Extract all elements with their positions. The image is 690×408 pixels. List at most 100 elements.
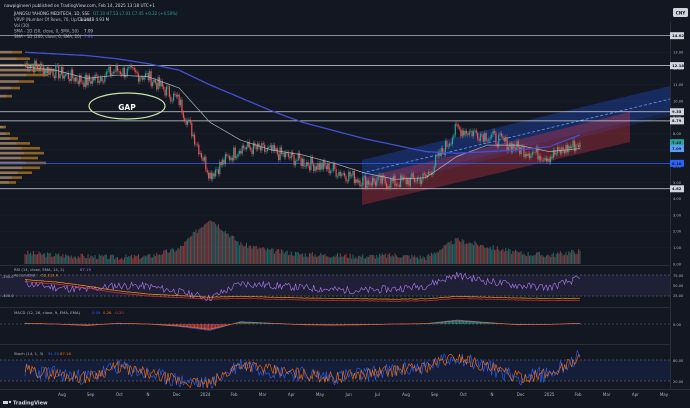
time-axis[interactable]: Aug Sep Oct N Dec 2024 Feb Mar Apr May Jun Jul Aug Se… xyxy=(58,392,669,397)
candle-body xyxy=(366,180,368,188)
candle-body xyxy=(460,128,462,137)
ohlc-values: O7.10 H7.53 L7.01 C7.45 +0.32 (+4.50%) xyxy=(93,11,178,16)
candle-body xyxy=(429,171,431,173)
time-tick-label: Feb xyxy=(574,392,582,397)
candle-body xyxy=(457,124,459,128)
macd-hist-bar xyxy=(175,324,177,327)
volume-bar xyxy=(90,255,92,264)
volume-bar xyxy=(502,248,504,264)
volume-bar xyxy=(116,257,119,264)
price-badge-label: 6.18 xyxy=(672,161,682,166)
volume-bar xyxy=(558,253,560,264)
candle-body xyxy=(174,93,176,95)
volume-bar xyxy=(475,242,477,264)
candle-body xyxy=(422,173,424,180)
volume-bar xyxy=(297,252,299,264)
volume-bar xyxy=(460,242,462,264)
candle-body xyxy=(287,152,290,157)
volume-bar xyxy=(370,254,372,264)
volume-bar xyxy=(93,257,95,264)
volume-bar xyxy=(35,254,37,264)
currency-badge[interactable] xyxy=(673,8,688,17)
candle-body xyxy=(463,130,465,136)
volume-bar xyxy=(285,251,287,264)
macd-hist-bar xyxy=(198,324,200,330)
volume-bar xyxy=(30,252,32,264)
volume-bar xyxy=(296,252,298,264)
volume-bar xyxy=(339,253,341,264)
candle-body xyxy=(119,71,121,75)
candle-body xyxy=(313,163,315,172)
candle-body xyxy=(157,77,159,90)
candle-body xyxy=(290,152,292,159)
candle-body xyxy=(527,153,529,157)
macd-hist-bar xyxy=(74,324,76,325)
candle-body xyxy=(181,99,183,113)
candle-body xyxy=(193,134,196,145)
candle-body xyxy=(572,140,574,148)
sma50-line xyxy=(24,66,581,180)
volume-bar xyxy=(514,249,517,264)
macd-hist-bar xyxy=(495,323,497,324)
volume-bar xyxy=(276,249,278,264)
volume-bar xyxy=(73,256,75,264)
macd-hist-bar xyxy=(87,324,89,326)
volume-bar xyxy=(428,253,430,264)
macd-hist-bar xyxy=(213,324,215,330)
candle-body xyxy=(244,148,246,150)
macd-hist-bar xyxy=(494,323,496,324)
candle-body xyxy=(314,166,316,172)
candle-body xyxy=(465,130,468,134)
volume-profile-bar-up xyxy=(0,176,22,179)
candle-body xyxy=(474,130,476,132)
macd-hist-bar xyxy=(170,324,172,327)
candle-body xyxy=(250,147,252,150)
macd-hist-bar xyxy=(227,324,229,326)
volume-profile-bar-up xyxy=(0,73,48,77)
candle-body xyxy=(392,175,395,182)
tradingview-logo[interactable]: TradingView xyxy=(3,401,48,407)
accum-dist-label: Accum/Dist xyxy=(14,273,36,278)
sma50-value: 7.09 xyxy=(84,29,93,34)
candle-body xyxy=(219,161,221,175)
candle-body xyxy=(408,179,410,186)
volume-bar xyxy=(404,255,406,264)
volume-bar xyxy=(369,254,371,264)
volume-bar xyxy=(481,244,483,264)
candle-body xyxy=(200,153,203,159)
volume-bar xyxy=(537,252,539,264)
candle-body xyxy=(189,119,191,123)
macd-hist-bar xyxy=(348,324,350,325)
candle-body xyxy=(563,150,566,154)
time-tick-label: Apr xyxy=(288,392,295,397)
time-tick-label: Apr xyxy=(632,392,639,397)
volume-bar xyxy=(258,247,260,264)
candle-body xyxy=(51,69,53,71)
volume-bar xyxy=(528,255,531,264)
volume-bar xyxy=(115,257,117,264)
volume-bar xyxy=(88,258,91,264)
candle-body xyxy=(331,170,333,172)
candle-body xyxy=(56,65,58,66)
candle-body xyxy=(46,67,49,74)
volume-bar xyxy=(244,245,246,264)
price-tick-label: 5.00 xyxy=(673,181,682,185)
candle-body xyxy=(137,73,140,82)
volume-bar xyxy=(552,252,554,264)
candle-body xyxy=(306,162,308,167)
volume-bar xyxy=(46,252,48,264)
volume-bar xyxy=(457,237,459,264)
macd-hist-bar xyxy=(465,320,467,324)
volume-bar xyxy=(208,221,210,264)
volume-bar xyxy=(280,249,283,264)
volume-bar xyxy=(363,258,365,264)
candle-body xyxy=(514,148,517,151)
volume-bar xyxy=(294,251,297,264)
macd-hist-bar xyxy=(180,324,182,328)
candle-body xyxy=(149,71,151,81)
macd-hist-bar xyxy=(463,320,465,324)
candle-body xyxy=(328,163,330,174)
volume-bar xyxy=(306,256,308,264)
candle-body xyxy=(538,156,540,160)
